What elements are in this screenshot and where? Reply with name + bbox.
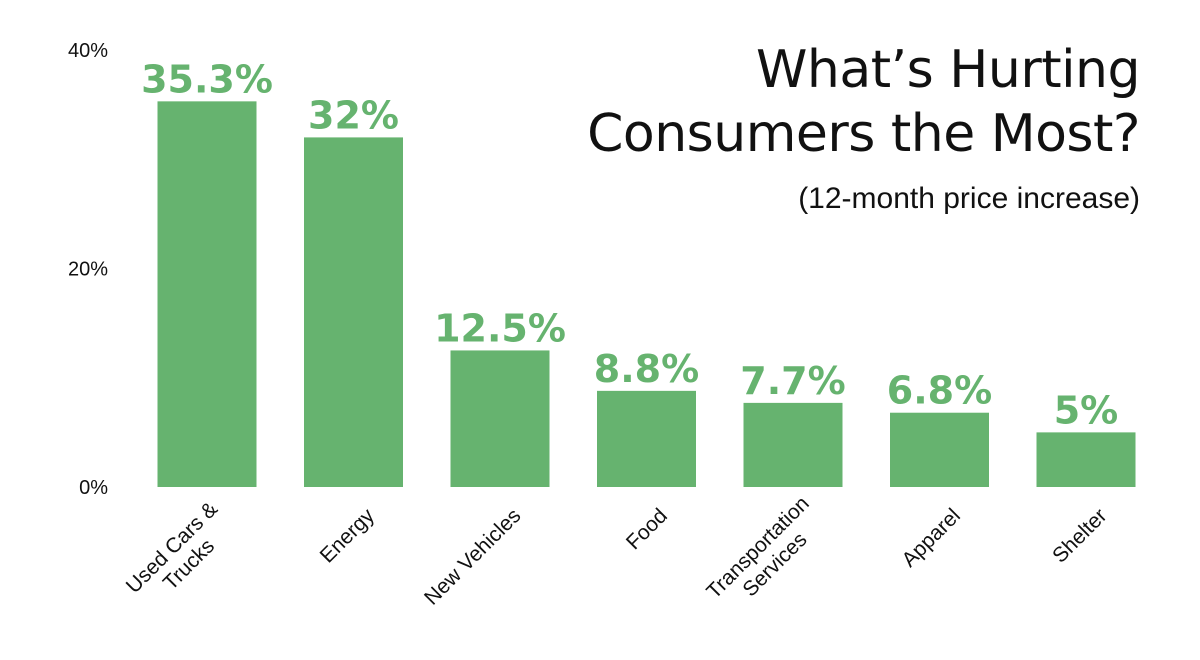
bar [157,101,257,487]
chart-subtitle: (12-month price increase) [798,182,1140,215]
x-axis-labels: Used Cars &Trucks Energy New Vehicles Food T… [122,492,1112,620]
bar [1036,432,1136,487]
bar [597,390,696,487]
bar-value-label: 12.5% [434,306,566,350]
x-tick-label: Energy [316,504,380,568]
x-tick-label: TransportationServices [702,492,830,620]
bar [743,402,843,487]
bar-value-label: 7.7% [740,359,845,403]
y-tick-label: 0% [79,477,108,499]
x-tick-label: Used Cars &Trucks [122,497,239,614]
bar-value-label: 6.8% [887,369,992,413]
x-tick-label-line: Food [622,504,672,554]
y-axis-ticks: 0% 20% 40% [68,40,108,499]
chart-title-line-2: Consumers the Most? [587,104,1140,164]
bar-value-label: 32% [308,93,399,137]
bar-value-label: 8.8% [594,347,699,391]
bar [890,412,989,487]
y-tick-label: 40% [68,40,108,62]
bar [304,137,403,487]
value-labels: 35.3% 32% 12.5% 8.8% 7.7% 6.8% 5% [141,57,1118,432]
title-block: What’s Hurting Consumers the Most? (12-m… [587,38,1140,216]
x-tick-label: New Vehicles [420,504,525,609]
x-tick-label-line: New Vehicles [420,504,525,609]
x-tick-label-line: Energy [316,504,380,568]
bars [157,101,1136,487]
bar [450,350,550,487]
bar-value-label: 5% [1054,388,1119,432]
y-tick-label: 20% [68,259,108,281]
x-tick-label: Shelter [1048,504,1111,567]
x-tick-label-line: Apparel [898,504,965,571]
chart-title-line-1: What’s Hurting [755,40,1141,100]
x-tick-label: Apparel [898,504,965,571]
bar-value-label: 35.3% [141,57,273,101]
x-tick-label-line: Shelter [1048,504,1111,567]
x-tick-label: Food [622,504,672,554]
